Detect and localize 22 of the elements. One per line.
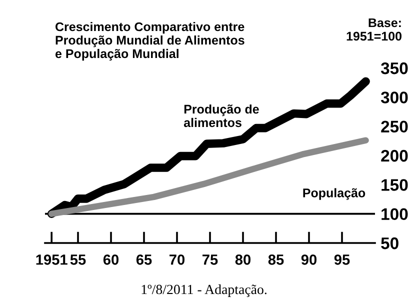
x-tick-label: 1951 [36, 254, 68, 265]
x-tick-label: 80 [235, 254, 251, 265]
y-axis-title: Base: 1951=100 [346, 18, 402, 41]
x-tick-label: 60 [103, 254, 119, 265]
x-tick-label: 75 [202, 254, 218, 265]
y-tick-label: 150 [382, 179, 408, 191]
text: 1º/8/2011 - Adaptação. [142, 284, 266, 297]
y-tick-label: 200 [381, 150, 408, 162]
x-tick-label: 70 [170, 254, 185, 265]
y-tick-label: 250 [381, 120, 408, 133]
y-tick-label: 50 [381, 237, 398, 250]
x-tick-label: 90 [301, 254, 317, 265]
x-tick-label: 65 [136, 254, 152, 265]
y-tick-label: 300 [380, 92, 408, 104]
y-tick-label: 100 [382, 208, 408, 220]
x-tick-label: 55 [70, 254, 86, 265]
chart-title: Crescimento Comparativo entre Produção Mundial de Alimentos e População Mundial [55, 22, 244, 61]
series-label: Produção de alimentos [184, 104, 259, 128]
y-tick-label: 350 [380, 62, 408, 74]
x-tick-label: 95 [334, 254, 350, 265]
text: População [303, 188, 366, 200]
x-tick-label: 85 [268, 254, 284, 265]
